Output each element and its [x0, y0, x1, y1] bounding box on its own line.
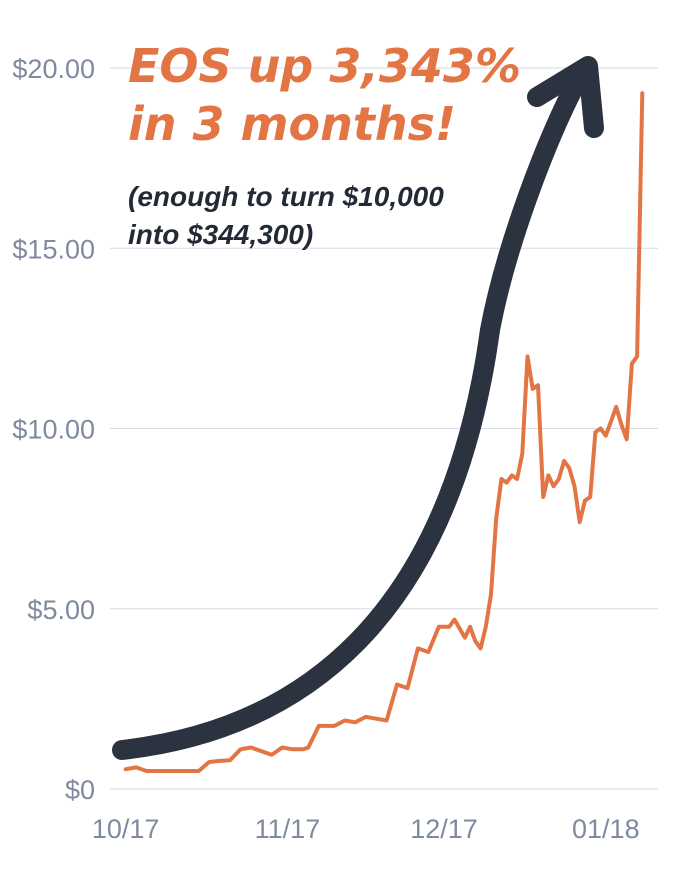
- y-tick-label: $0: [65, 775, 95, 805]
- subtitle-line-2: into $344,300): [128, 219, 313, 250]
- x-tick-label: 10/17: [92, 814, 160, 844]
- subtitle-line-1: (enough to turn $10,000: [128, 181, 444, 212]
- arrow-shaft: [112, 62, 592, 760]
- x-tick-label: 01/18: [572, 814, 640, 844]
- y-tick-label: $10.00: [12, 415, 95, 445]
- y-axis-ticks: $0 $5.00 $10.00 $15.00 $20.00: [12, 54, 95, 805]
- x-tick-label: 11/17: [255, 814, 321, 844]
- y-tick-label: $5.00: [27, 595, 95, 625]
- growth-arrow-icon: [112, 56, 604, 760]
- arrow-head: [527, 56, 604, 138]
- series-line-0: [123, 91, 645, 773]
- series-layer: [123, 91, 645, 773]
- headline-line-2: in 3 months!: [128, 97, 456, 151]
- headline-line-1: EOS up 3,343%: [128, 39, 521, 93]
- x-axis-ticks: 10/17 11/17 12/17 01/18: [92, 814, 640, 844]
- x-tick-label: 12/17: [410, 814, 478, 844]
- gridlines: [110, 67, 658, 790]
- y-tick-label: $15.00: [12, 234, 95, 264]
- y-tick-label: $20.00: [12, 54, 95, 84]
